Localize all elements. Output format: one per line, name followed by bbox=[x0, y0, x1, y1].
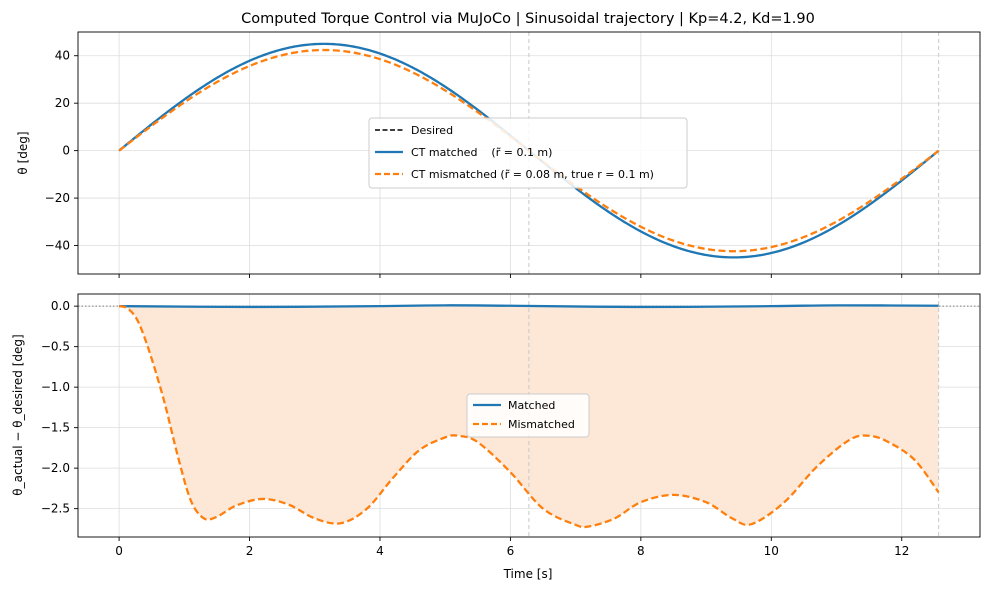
bottom-axes-frame bbox=[77, 293, 981, 538]
bottom-ytick-label: −2.0 bbox=[41, 461, 70, 475]
top-ytick-label: −40 bbox=[45, 239, 70, 253]
bottom-y-axis-label: θ_actual − θ_desired [deg] bbox=[11, 334, 25, 495]
top-ytick-label: 20 bbox=[55, 96, 70, 110]
top-ytick-label: −20 bbox=[45, 191, 70, 205]
legend-mismatched2-label: Mismatched bbox=[508, 418, 575, 431]
top-ticks: −40 −20 0 20 40 bbox=[45, 49, 903, 278]
bottom-ytick-label: −0.5 bbox=[41, 340, 70, 354]
bottom-xtick-label: 6 bbox=[507, 544, 515, 558]
bottom-ytick-label: −1.0 bbox=[41, 380, 70, 394]
top-axes: −40 −20 0 20 40 θ [deg] Desired CT matched (… bbox=[16, 31, 981, 278]
bottom-x-axis-label: Time [s] bbox=[503, 567, 553, 581]
bottom-xtick-label: 2 bbox=[246, 544, 254, 558]
bottom-series bbox=[78, 304, 980, 529]
legend-desired-label: Desired bbox=[411, 124, 453, 137]
top-ytick-label: 40 bbox=[55, 49, 70, 63]
legend-mismatched-label: CT mismatched (r̃ = 0.08 m, true r = 0.1… bbox=[411, 168, 654, 181]
series-mismatched-error bbox=[118, 305, 940, 529]
legend-matched2-label: Matched bbox=[508, 399, 555, 412]
bottom-axes: 0 2 4 6 8 10 12 0.0 −0.5 −1.0 −1.5 −2.0 −2.5 Time [s… bbox=[11, 293, 981, 581]
bottom-legend: Matched Mismatched bbox=[466, 393, 590, 438]
legend-matched-label: CT matched (r̃ = 0.1 m) bbox=[411, 146, 552, 159]
bottom-ytick-label: −1.5 bbox=[41, 421, 70, 435]
top-legend: Desired CT matched (r̃ = 0.1 m) CT misma… bbox=[368, 117, 688, 189]
bottom-xtick-label: 4 bbox=[376, 544, 384, 558]
bottom-ytick-label: −2.5 bbox=[41, 502, 70, 516]
bottom-xtick-label: 0 bbox=[115, 544, 123, 558]
top-axes-frame bbox=[77, 31, 981, 275]
bottom-xtick-label: 8 bbox=[637, 544, 645, 558]
bottom-xtick-label: 12 bbox=[894, 544, 909, 558]
chart-title: Computed Torque Control via MuJoCo | Sin… bbox=[241, 11, 815, 27]
top-y-axis-label: θ [deg] bbox=[16, 131, 30, 174]
bottom-xtick-label: 10 bbox=[764, 544, 779, 558]
top-ytick-label: 0 bbox=[62, 144, 70, 158]
bottom-ticks: 0 2 4 6 8 10 12 0.0 −0.5 −1.0 −1.5 −2.0 −2.5 bbox=[41, 299, 910, 558]
series-matched-error bbox=[119, 304, 939, 309]
bottom-ytick-label: 0.0 bbox=[51, 299, 70, 313]
top-legend-box bbox=[368, 117, 688, 189]
